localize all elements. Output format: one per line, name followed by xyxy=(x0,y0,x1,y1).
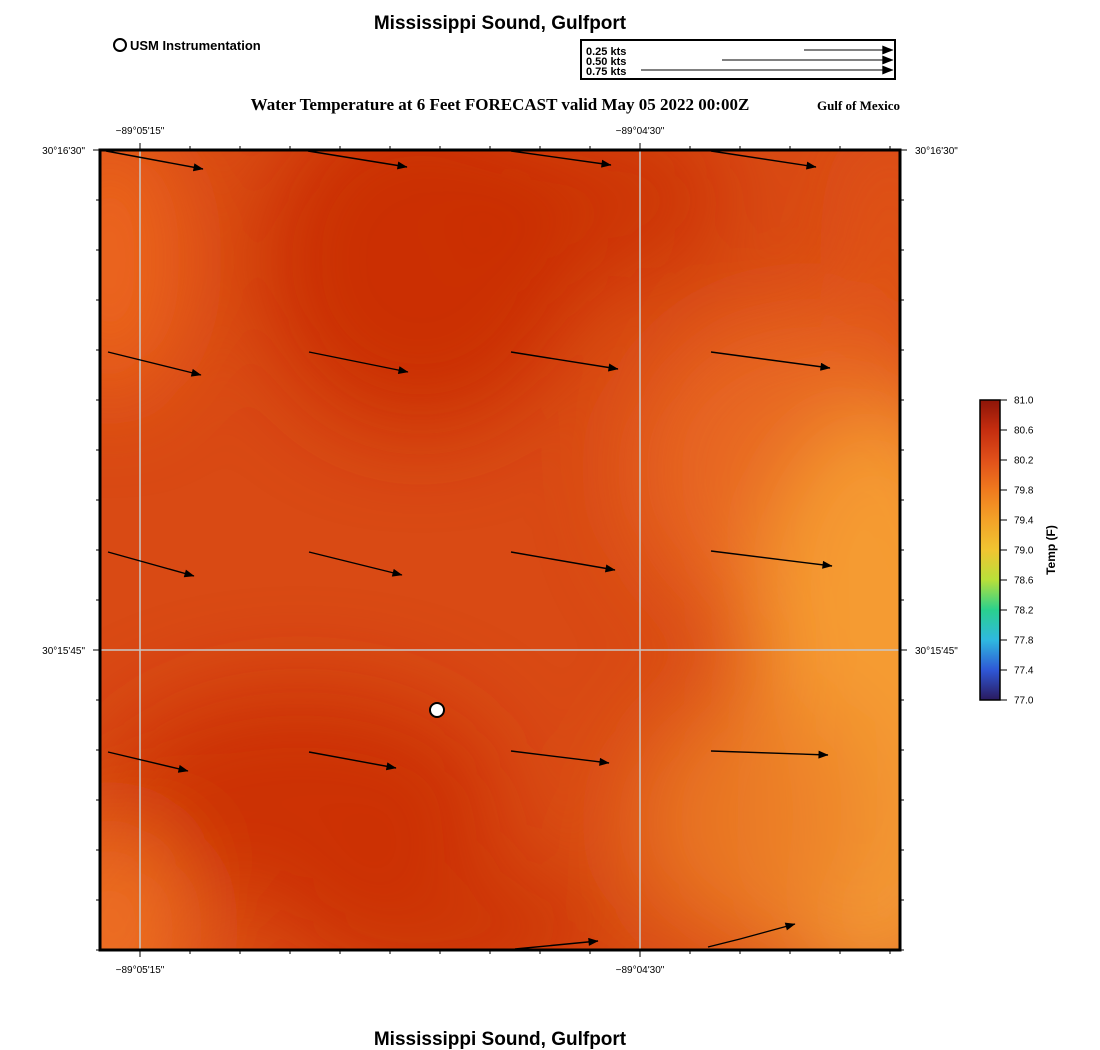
colorbar-tick-label: 80.6 xyxy=(1014,426,1034,437)
current-vector xyxy=(707,922,796,948)
top-title: Mississippi Sound, Gulfport xyxy=(374,13,627,34)
colorbar-title: Temp (F) xyxy=(1044,525,1058,575)
station-legend-label: USM Instrumentation xyxy=(130,38,261,53)
scale-label-050: 0.50 kts xyxy=(586,56,626,68)
scale-label-075: 0.75 kts xyxy=(586,66,626,78)
colorbar-tick-label: 78.2 xyxy=(1014,606,1034,617)
colorbar-tick-label: 78.6 xyxy=(1014,576,1034,587)
scale-label-025: 0.25 kts xyxy=(586,46,626,58)
lon-label-bottom-2: −89°04'30" xyxy=(616,965,665,976)
colorbar-tick-label: 79.8 xyxy=(1014,486,1034,497)
colorbar-tick-label: 79.0 xyxy=(1014,546,1034,557)
bottom-title: Mississippi Sound, Gulfport xyxy=(374,1029,627,1050)
current-vector xyxy=(514,937,599,950)
usm-station-marker[interactable] xyxy=(429,702,445,718)
station-legend-marker-icon xyxy=(113,38,127,52)
current-vector xyxy=(307,150,408,170)
current-vectors xyxy=(105,150,833,950)
colorbar-tick-label: 80.2 xyxy=(1014,456,1034,467)
current-vector xyxy=(107,751,189,773)
temperature-field xyxy=(100,150,900,950)
lon-label-top-2: −89°04'30" xyxy=(616,126,665,137)
lat-label-right-2: 30°15'45" xyxy=(915,646,958,657)
colorbar-gradient xyxy=(979,399,1001,701)
current-vector xyxy=(510,551,616,573)
current-vector xyxy=(510,351,619,372)
lat-label-left-1: 30°16'30" xyxy=(42,146,85,157)
current-vector xyxy=(710,550,833,569)
current-vector xyxy=(105,150,204,172)
lat-label-left-2: 30°15'45" xyxy=(42,646,85,657)
current-vector xyxy=(510,150,612,168)
station-legend: USM Instrumentation xyxy=(113,38,261,53)
current-vector xyxy=(107,551,195,578)
lon-label-top-1: −89°05'15" xyxy=(116,126,165,137)
vector-scale-box: 0.25 kts 0.50 kts 0.75 kts xyxy=(580,39,896,80)
lat-label-right-1: 30°16'30" xyxy=(915,146,958,157)
colorbar-tick-label: 77.8 xyxy=(1014,636,1034,647)
current-vector xyxy=(107,351,202,377)
colorbar-tick-label: 79.4 xyxy=(1014,516,1034,527)
current-vector xyxy=(308,751,397,771)
current-vector xyxy=(308,551,403,577)
map-frame xyxy=(93,143,907,957)
region-label: Gulf of Mexico xyxy=(817,98,900,113)
current-vector xyxy=(510,750,610,766)
map-title: Water Temperature at 6 Feet FORECAST val… xyxy=(251,95,750,114)
colorbar-tick-label: 81.0 xyxy=(1014,396,1034,407)
current-vector xyxy=(710,750,829,759)
colorbar-tick-label: 77.0 xyxy=(1014,696,1034,707)
current-vector xyxy=(308,351,409,375)
current-vector xyxy=(710,351,831,371)
current-vector xyxy=(710,150,817,170)
lon-label-bottom-1: −89°05'15" xyxy=(116,965,165,976)
colorbar-tick-label: 77.4 xyxy=(1014,666,1034,677)
graticule xyxy=(100,150,900,950)
colorbar: 81.0 80.6 80.2 79.8 79.4 79.0 78.6 78.2 77.8 77.4… xyxy=(979,396,1058,707)
axis-labels: −89°05'15" −89°04'30" −89°05'15" −89°04'… xyxy=(42,126,958,976)
